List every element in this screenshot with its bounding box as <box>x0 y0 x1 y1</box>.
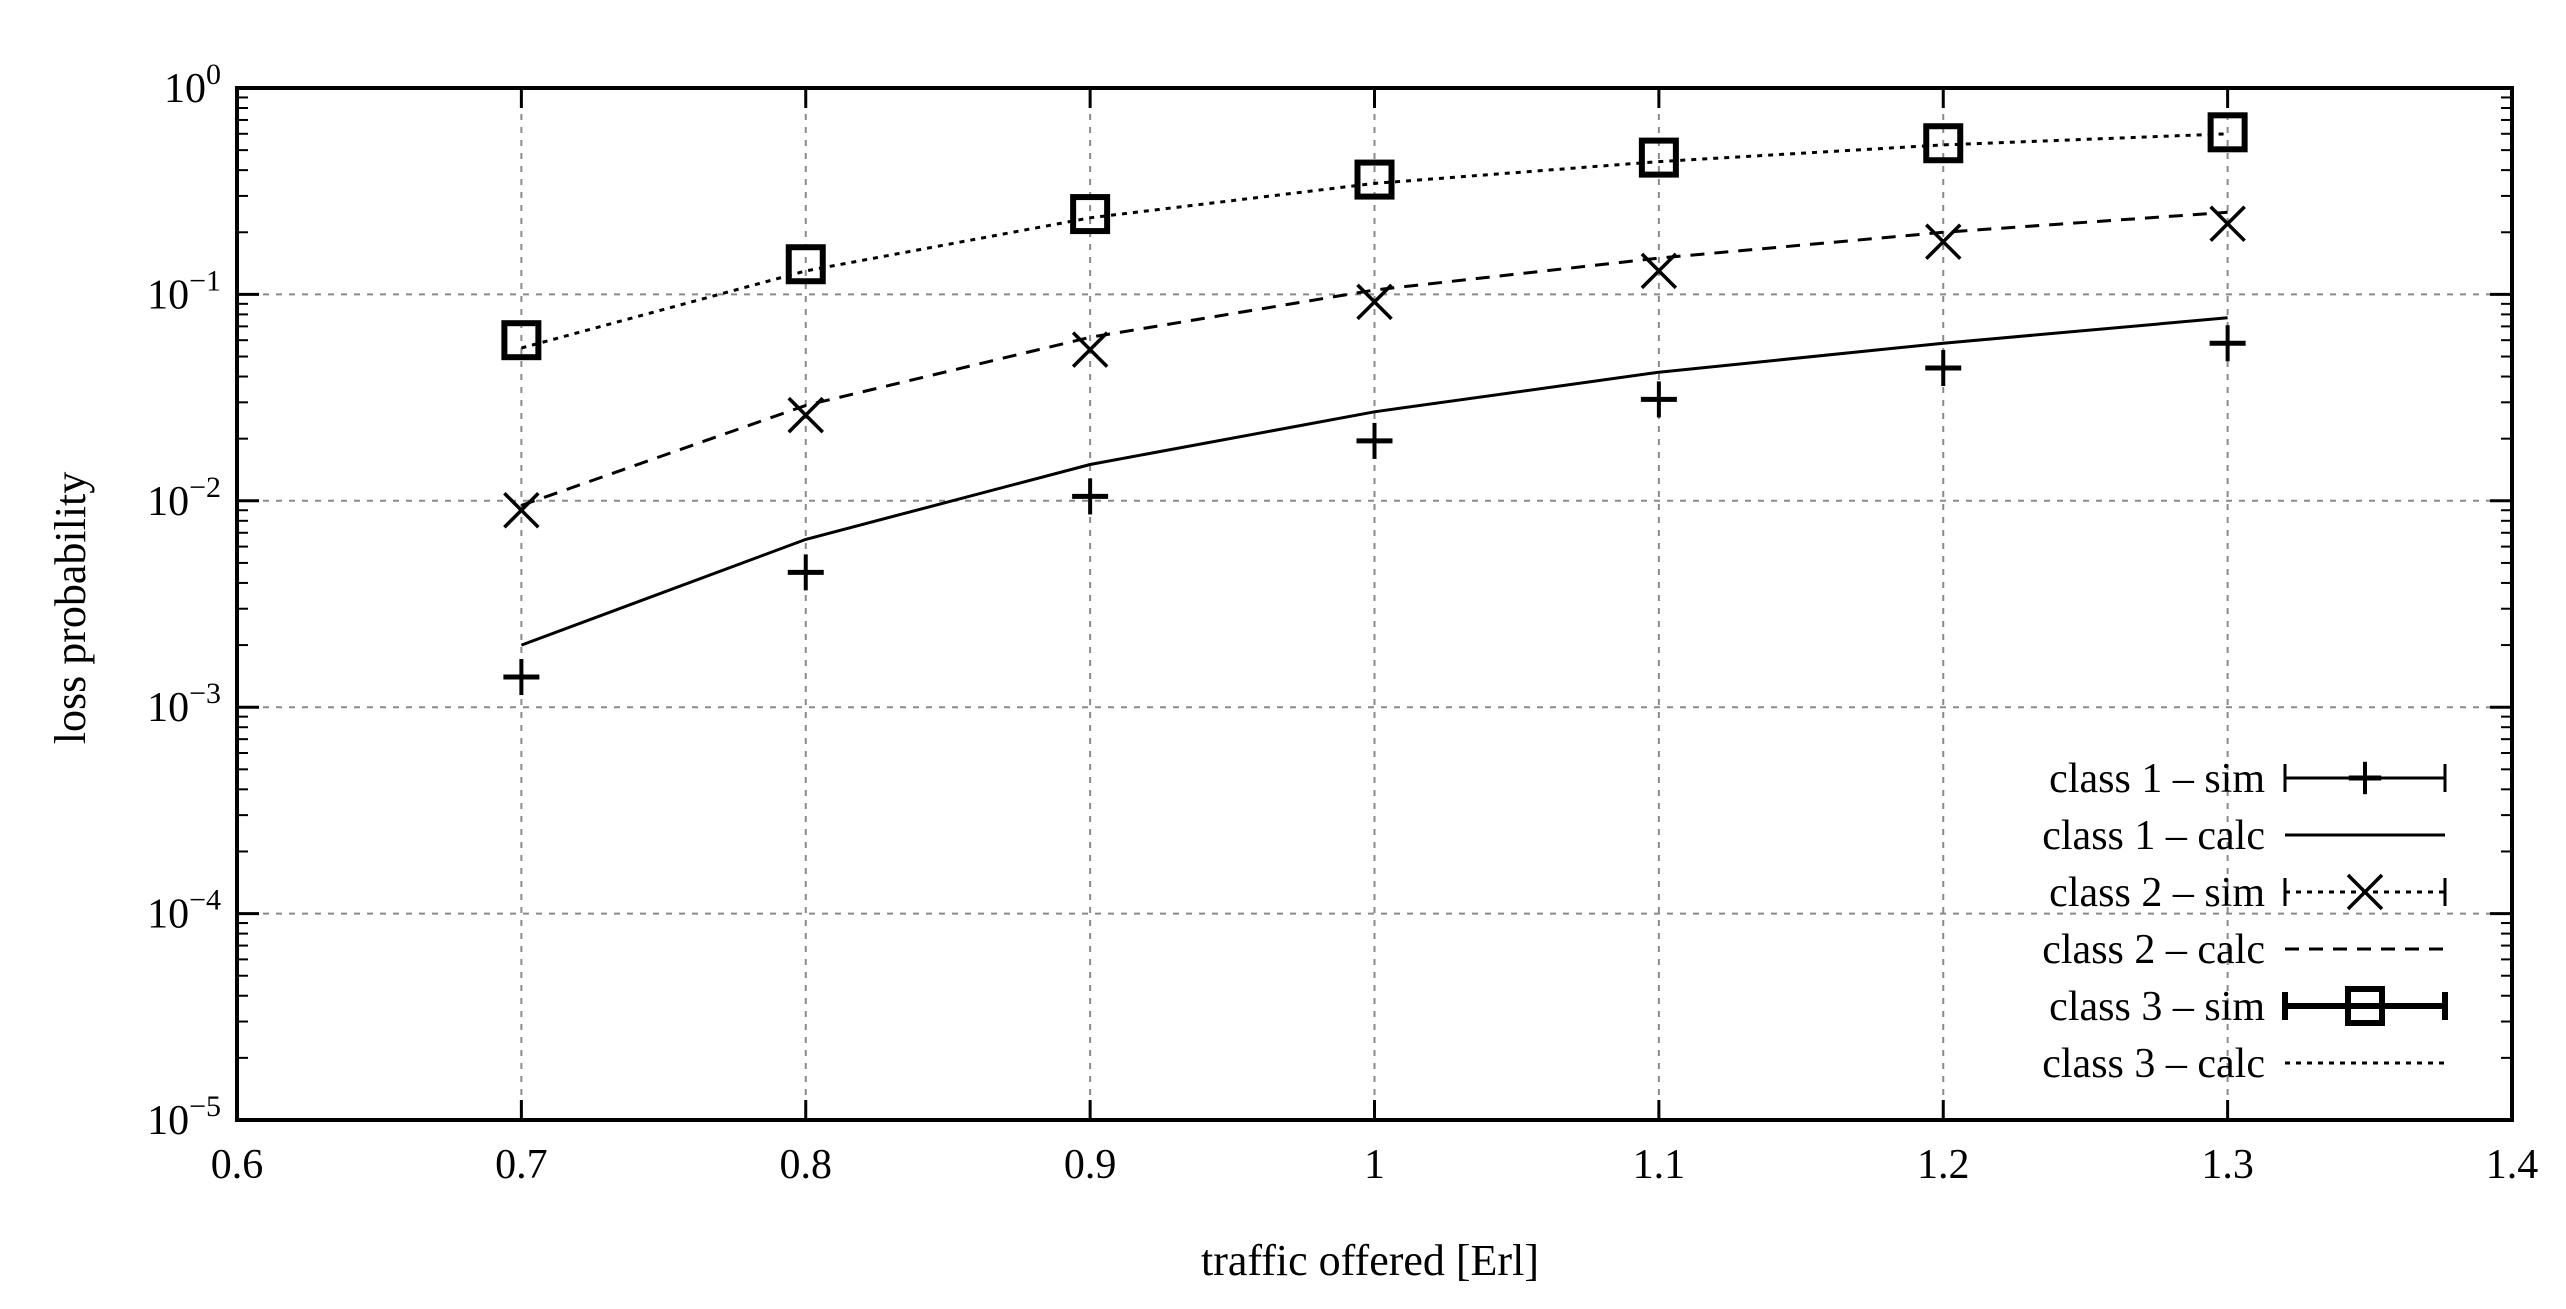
square-point <box>1070 194 1111 235</box>
cross-marker-b <box>1640 252 1678 290</box>
x-tick-label: 1.3 <box>2201 1142 2254 1188</box>
series-line <box>520 316 2228 647</box>
y-tick-exponent: −3 <box>189 677 221 710</box>
legend-label: class 1 – sim <box>2049 756 2265 802</box>
legend-entry: class 2 – sim <box>2049 870 2447 916</box>
legend-entry: class 1 – sim <box>2049 756 2447 802</box>
square-point <box>1354 159 1395 200</box>
plus-point <box>1640 381 1677 418</box>
x-tick-labels: 0.6 0.7 0.8 0.9 1 1.1 1.2 1.3 1.4 <box>211 1142 2539 1188</box>
square-point <box>1638 137 1679 178</box>
x-tick-label: 1.4 <box>2486 1142 2539 1188</box>
series-2 <box>520 316 2228 647</box>
series-3 <box>503 205 2246 529</box>
x-tick-label: 0.7 <box>495 1142 548 1188</box>
legend-label: class 3 – calc <box>2042 1041 2265 1087</box>
plus-point <box>787 554 824 591</box>
plus-point <box>2209 325 2246 362</box>
legend-entry: class 3 – sim <box>2049 984 2448 1030</box>
legend-label: class 3 – sim <box>2049 984 2265 1030</box>
data-series <box>501 112 2248 696</box>
y-tick-exponent: 0 <box>206 58 221 91</box>
plus-point <box>1356 422 1393 459</box>
legend-marker <box>2346 873 2384 911</box>
cross-marker-b <box>1356 283 1393 321</box>
x-tick-label: 1.1 <box>1633 1142 1686 1188</box>
y-tick-label: 10−4 <box>147 884 221 938</box>
square-point <box>1923 123 1964 164</box>
series-5 <box>501 112 2248 361</box>
y-tick-exponent: −1 <box>189 264 221 297</box>
y-tick-exponent: −5 <box>189 1090 221 1123</box>
legend-entry: class 1 – calc <box>2042 813 2445 859</box>
cross-point <box>1925 223 1962 260</box>
legend: class 1 – sim class 1 – calc class 2 – sim… <box>2042 756 2448 1087</box>
y-tick-exponent: −2 <box>189 471 221 504</box>
legend-label: class 2 – calc <box>2042 927 2265 973</box>
y-tick-exponent: −4 <box>189 884 221 917</box>
cross-point <box>503 492 540 529</box>
y-tick-base: 10 <box>164 66 206 112</box>
x-tick-label: 1 <box>1364 1142 1385 1188</box>
square-point <box>501 320 542 361</box>
cross-point <box>1071 331 1109 368</box>
series-6 <box>521 132 2228 350</box>
x-tick-label: 0.9 <box>1064 1142 1117 1188</box>
cross-marker-b <box>2346 873 2384 911</box>
plus-point <box>503 659 540 696</box>
legend-entry: class 2 – calc <box>2042 927 2445 973</box>
x-tick-label: 0.8 <box>780 1142 833 1188</box>
x-tick-label: 0.6 <box>211 1142 264 1188</box>
series-line <box>520 210 2228 507</box>
legend-marker <box>2348 761 2382 795</box>
y-tick-label: 10−3 <box>147 677 221 731</box>
cross-marker-b <box>1071 331 1109 368</box>
series-1 <box>503 325 2246 696</box>
series-line <box>521 132 2228 350</box>
y-tick-base: 10 <box>147 272 189 318</box>
y-tick-label: 10−5 <box>147 1090 221 1144</box>
plus-point <box>1072 478 1109 515</box>
y-tick-base: 10 <box>147 892 189 938</box>
legend-label: class 2 – sim <box>2049 870 2265 916</box>
cross-point <box>2209 205 2246 242</box>
legend-entry: class 3 – calc <box>2042 1041 2445 1087</box>
square-point <box>785 244 826 285</box>
y-tick-label: 10−1 <box>147 264 221 318</box>
series-4 <box>520 210 2228 507</box>
y-tick-label: 100 <box>164 58 221 112</box>
x-tick-label: 1.2 <box>1917 1142 1970 1188</box>
y-axis-label: loss probability <box>46 472 95 745</box>
cross-marker-b <box>2209 205 2246 242</box>
y-tick-base: 10 <box>147 1098 189 1144</box>
plot-frame <box>235 86 2514 1122</box>
y-tick-base: 10 <box>147 685 189 731</box>
grid-lines <box>237 88 2512 1120</box>
legend-label: class 1 – calc <box>2042 813 2265 859</box>
square-point <box>2207 112 2248 153</box>
x-axis-label: traffic offered [Erl] <box>1201 1236 1539 1285</box>
y-tick-base: 10 <box>147 479 189 525</box>
cross-marker-b <box>503 492 540 529</box>
plus-point <box>1925 349 1962 386</box>
y-tick-label: 10−2 <box>147 471 221 525</box>
legend-marker <box>2345 986 2385 1026</box>
